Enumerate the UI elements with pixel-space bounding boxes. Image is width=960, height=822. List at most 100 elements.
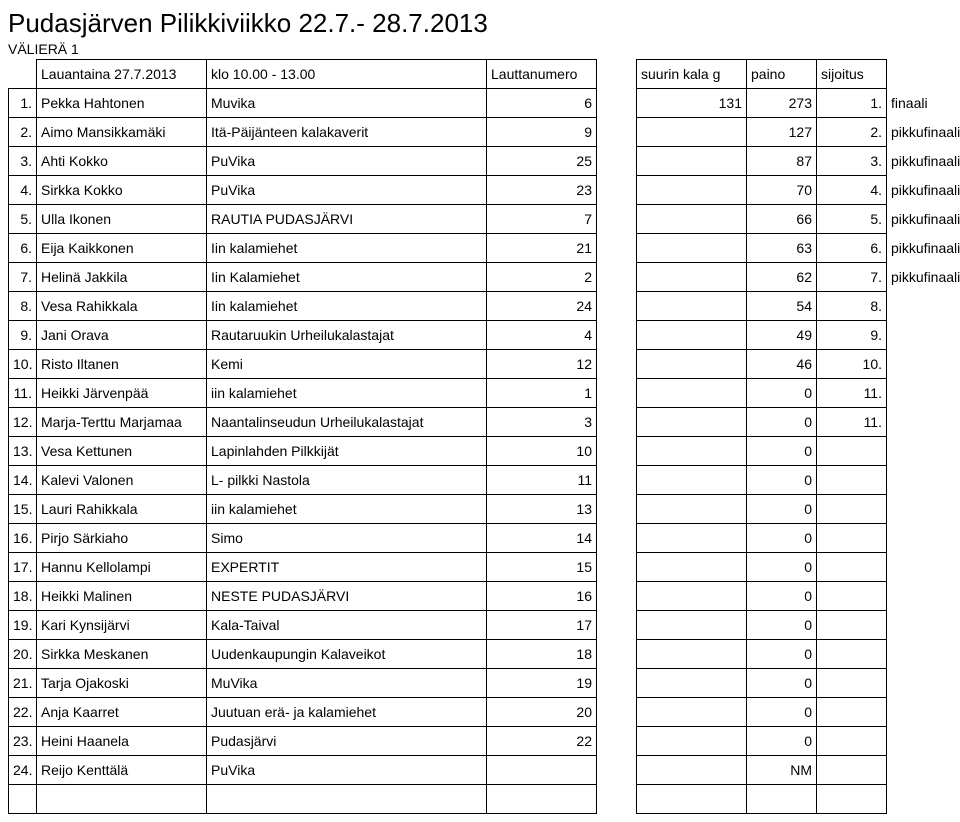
weight: 0 [747, 582, 817, 611]
note [887, 698, 960, 727]
competitor-name: Risto Iltanen [37, 350, 207, 379]
subtitle: VÄLIERÄ 1 [8, 41, 952, 57]
boat-number: 7 [487, 205, 597, 234]
note [887, 582, 960, 611]
competitor-name: Anja Kaarret [37, 698, 207, 727]
table-row: 15.Lauri Rahikkalaiin kalamiehet130 [9, 495, 960, 524]
note [887, 611, 960, 640]
table-row: 5.Ulla IkonenRAUTIA PUDASJÄRVI7665.pikku… [9, 205, 960, 234]
note [887, 321, 960, 350]
note: finaali [887, 89, 960, 118]
boat-number: 12 [487, 350, 597, 379]
biggest-fish [637, 524, 747, 553]
team-name: Uudenkaupungin Kalaveikot [207, 640, 487, 669]
weight: 0 [747, 466, 817, 495]
weight: 0 [747, 524, 817, 553]
placement [817, 524, 887, 553]
competitor-name: Lauri Rahikkala [37, 495, 207, 524]
note [887, 292, 960, 321]
competitor-name: Vesa Rahikkala [37, 292, 207, 321]
team-name: PuVika [207, 176, 487, 205]
competitor-name: Marja-Terttu Marjamaa [37, 408, 207, 437]
boat-number: 10 [487, 437, 597, 466]
weight: 0 [747, 553, 817, 582]
row-index: 11. [9, 379, 37, 408]
competitor-name: Ulla Ikonen [37, 205, 207, 234]
table-row: 24.Reijo KenttäläPuVikaNM [9, 756, 960, 785]
weight: 0 [747, 408, 817, 437]
boat-number: 3 [487, 408, 597, 437]
row-index: 3. [9, 147, 37, 176]
competitor-name: Pirjo Särkiaho [37, 524, 207, 553]
competitor-name: Vesa Kettunen [37, 437, 207, 466]
team-name: iin kalamiehet [207, 379, 487, 408]
table-row: 17.Hannu KellolampiEXPERTIT150 [9, 553, 960, 582]
boat-number: 6 [487, 89, 597, 118]
blank-cell [597, 756, 637, 785]
boat-number: 1 [487, 379, 597, 408]
competitor-name: Sirkka Kokko [37, 176, 207, 205]
biggest-fish [637, 669, 747, 698]
competitor-name: Kalevi Valonen [37, 466, 207, 495]
team-name: iin kalamiehet [207, 495, 487, 524]
boat-number [487, 756, 597, 785]
team-name: Pudasjärvi [207, 727, 487, 756]
header-sij: sijoitus [817, 60, 887, 89]
table-row: 14.Kalevi ValonenL- pilkki Nastola110 [9, 466, 960, 495]
boat-number: 18 [487, 640, 597, 669]
placement [817, 756, 887, 785]
team-name: Juutuan erä- ja kalamiehet [207, 698, 487, 727]
empty-cell [597, 785, 637, 814]
competitor-name: Ahti Kokko [37, 147, 207, 176]
blank-cell [597, 495, 637, 524]
biggest-fish [637, 553, 747, 582]
biggest-fish [637, 263, 747, 292]
boat-number: 9 [487, 118, 597, 147]
header-row: Lauantaina 27.7.2013 klo 10.00 - 13.00 L… [9, 60, 960, 89]
row-index: 12. [9, 408, 37, 437]
empty-cell [9, 785, 37, 814]
placement: 11. [817, 408, 887, 437]
weight: 54 [747, 292, 817, 321]
header-laut: Lauttanumero [487, 60, 597, 89]
biggest-fish [637, 495, 747, 524]
empty-cell [817, 785, 887, 814]
weight: 70 [747, 176, 817, 205]
team-name: NESTE PUDASJÄRVI [207, 582, 487, 611]
row-index: 16. [9, 524, 37, 553]
blank-cell [597, 379, 637, 408]
boat-number: 17 [487, 611, 597, 640]
row-index: 21. [9, 669, 37, 698]
blank-cell [597, 350, 637, 379]
biggest-fish [637, 205, 747, 234]
table-row: 21.Tarja OjakoskiMuVika190 [9, 669, 960, 698]
table-row-empty [9, 785, 960, 814]
table-row: 11.Heikki Järvenpääiin kalamiehet1011. [9, 379, 960, 408]
biggest-fish [637, 321, 747, 350]
row-index: 5. [9, 205, 37, 234]
boat-number: 11 [487, 466, 597, 495]
table-row: 23.Heini HaanelaPudasjärvi220 [9, 727, 960, 756]
table-row: 8.Vesa RahikkalaIin kalamiehet24548. [9, 292, 960, 321]
weight: 0 [747, 437, 817, 466]
header-paino: paino [747, 60, 817, 89]
boat-number: 24 [487, 292, 597, 321]
table-row: 18.Heikki MalinenNESTE PUDASJÄRVI160 [9, 582, 960, 611]
note: pikkufinaali [887, 234, 960, 263]
biggest-fish [637, 234, 747, 263]
note: pikkufinaali [887, 147, 960, 176]
note [887, 524, 960, 553]
placement: 3. [817, 147, 887, 176]
placement: 5. [817, 205, 887, 234]
weight: NM [747, 756, 817, 785]
weight: 0 [747, 611, 817, 640]
boat-number: 2 [487, 263, 597, 292]
table-row: 19.Kari KynsijärviKala-Taival170 [9, 611, 960, 640]
blank-cell [597, 408, 637, 437]
weight: 0 [747, 669, 817, 698]
empty-cell [887, 785, 960, 814]
blank-cell [597, 118, 637, 147]
note: pikkufinaali [887, 263, 960, 292]
note [887, 669, 960, 698]
competitor-name: Hannu Kellolampi [37, 553, 207, 582]
